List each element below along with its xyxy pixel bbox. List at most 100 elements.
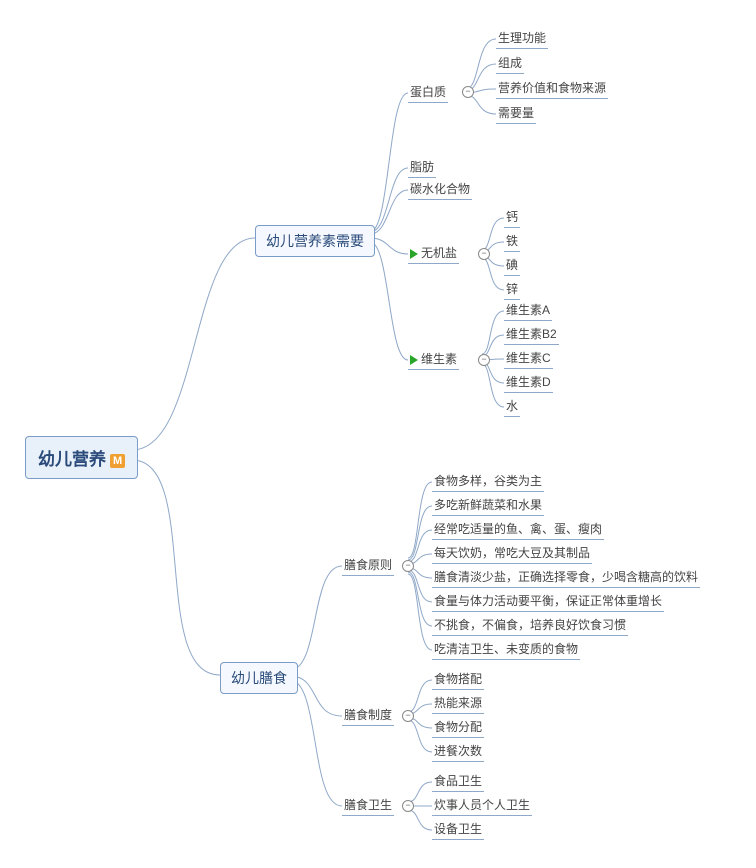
leaf-label: 不挑食，不偏食，培养良好饮食习惯 [434,618,626,632]
collapse-toggle[interactable]: − [462,86,474,98]
collapse-toggle[interactable]: − [402,710,414,722]
edge [466,39,496,89]
topic-label: 脂肪 [410,160,434,174]
leaf-label: 吃清洁卫生、未变质的食物 [434,642,578,656]
leaf-node[interactable]: 钙 [504,209,520,228]
notes-badge[interactable]: M [110,454,125,468]
topic-label: 膳食原则 [344,558,392,572]
leaf-label: 食物多样，谷类为主 [434,474,542,488]
topic-node[interactable]: 膳食卫生 [342,797,394,816]
branch-node[interactable]: 幼儿膳食 [220,662,298,694]
edge [482,335,504,356]
leaf-label: 需要量 [498,106,534,120]
topic-label: 碳水化合物 [410,182,470,196]
leaf-label: 碘 [506,258,518,272]
leaf-label: 炊事人员个人卫生 [434,798,530,812]
leaf-node[interactable]: 不挑食，不偏食，培养良好饮食习惯 [432,617,628,636]
leaf-node[interactable]: 生理功能 [496,30,548,49]
leaf-node[interactable]: 每天饮奶，常吃大豆及其制品 [432,545,592,564]
leaf-label: 食量与体力活动要平衡，保证正常体重增长 [434,594,662,608]
topic-node[interactable]: 蛋白质 [408,84,448,103]
edge [408,574,432,650]
edge [370,242,408,360]
leaf-node[interactable]: 水 [504,398,520,417]
leaf-label: 维生素A [506,303,550,317]
collapse-toggle[interactable]: − [402,560,414,572]
leaf-node[interactable]: 食量与体力活动要平衡，保证正常体重增长 [432,593,664,612]
leaf-node[interactable]: 多吃新鲜蔬菜和水果 [432,497,544,516]
topic-node[interactable]: 脂肪 [408,159,436,178]
leaf-label: 膳食清淡少盐，正确选择零食，少喝含糖高的饮料 [434,570,698,584]
leaf-node[interactable]: 食品卫生 [432,773,484,792]
leaf-node[interactable]: 维生素C [504,350,553,369]
leaf-label: 进餐次数 [434,744,482,758]
leaf-label: 经常吃适量的鱼、禽、蛋、瘦肉 [434,522,602,536]
leaf-node[interactable]: 食物搭配 [432,671,484,690]
edge [408,572,432,626]
edge [408,782,432,802]
leaf-node[interactable]: 经常吃适量的鱼、禽、蛋、瘦肉 [432,521,604,540]
leaf-node[interactable]: 锌 [504,281,520,300]
edge [482,364,504,407]
leaf-node[interactable]: 食物多样，谷类为主 [432,473,544,492]
leaf-node[interactable]: 组成 [496,55,524,74]
leaf-label: 设备卫生 [434,822,482,836]
leaf-label: 钙 [506,210,518,224]
branch-node[interactable]: 幼儿营养素需要 [255,225,375,257]
leaf-label: 食品卫生 [434,774,482,788]
topic-node[interactable]: 维生素 [408,351,459,370]
leaf-label: 热能来源 [434,696,482,710]
flag-icon [410,355,418,365]
leaf-label: 组成 [498,56,522,70]
leaf-node[interactable]: 碘 [504,257,520,276]
edge [408,810,432,830]
leaf-node[interactable]: 膳食清淡少盐，正确选择零食，少喝含糖高的饮料 [432,569,700,588]
flag-icon [410,249,418,259]
topic-label: 蛋白质 [410,85,446,99]
leaf-node[interactable]: 炊事人员个人卫生 [432,797,532,816]
edge [408,482,432,558]
topic-node[interactable]: 膳食原则 [342,557,394,576]
leaf-label: 水 [506,399,518,413]
topic-label: 无机盐 [421,246,457,260]
leaf-node[interactable]: 设备卫生 [432,821,484,840]
leaf-node[interactable]: 食物分配 [432,719,484,738]
branch-label: 幼儿膳食 [231,670,287,686]
edge [466,95,496,114]
collapse-toggle[interactable]: − [402,800,414,812]
root-label: 幼儿营养 [38,450,106,469]
collapse-toggle[interactable]: − [478,248,490,260]
edge [132,238,255,450]
leaf-node[interactable]: 铁 [504,233,520,252]
topic-node[interactable]: 膳食制度 [342,707,394,726]
topic-label: 膳食制度 [344,708,392,722]
leaf-label: 维生素B2 [506,327,557,341]
leaf-label: 维生素D [506,375,551,389]
leaf-label: 维生素C [506,351,551,365]
leaf-label: 营养价值和食物来源 [498,81,606,95]
leaf-node[interactable]: 进餐次数 [432,743,484,762]
edge [290,680,342,806]
root-node[interactable]: 幼儿营养 M [25,436,138,479]
topic-node[interactable]: 无机盐 [408,245,459,264]
edge [132,460,220,675]
edge [370,168,408,232]
leaf-label: 生理功能 [498,31,546,45]
topic-label: 维生素 [421,352,457,366]
topic-node[interactable]: 碳水化合物 [408,181,472,200]
leaf-node[interactable]: 吃清洁卫生、未变质的食物 [432,641,580,660]
leaf-node[interactable]: 维生素D [504,374,553,393]
leaf-node[interactable]: 营养价值和食物来源 [496,80,608,99]
leaf-node[interactable]: 热能来源 [432,695,484,714]
leaf-node[interactable]: 维生素A [504,302,552,321]
branch-label: 幼儿营养素需要 [266,233,364,249]
leaf-node[interactable]: 维生素B2 [504,326,559,345]
collapse-toggle[interactable]: − [478,354,490,366]
leaf-node[interactable]: 需要量 [496,105,536,124]
mindmap-edges [0,0,756,868]
leaf-label: 每天饮奶，常吃大豆及其制品 [434,546,590,560]
leaf-label: 食物搭配 [434,672,482,686]
edge [482,311,504,354]
edge [290,566,342,670]
leaf-label: 铁 [506,234,518,248]
